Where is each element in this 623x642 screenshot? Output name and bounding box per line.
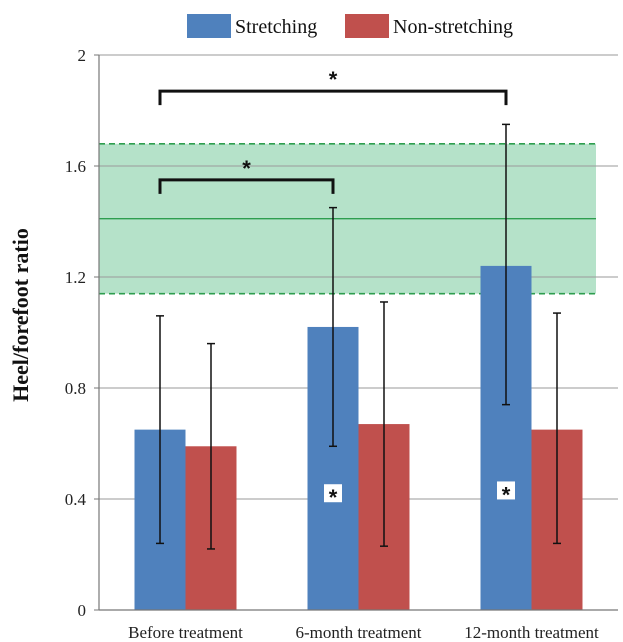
- legend-label-2: Non-stretching: [393, 16, 513, 38]
- y-tick-label: 1.2: [65, 268, 86, 287]
- legend-swatch-2: [345, 14, 389, 38]
- x-tick-label: Before treatment: [128, 623, 243, 642]
- error-bars: [156, 123, 561, 550]
- bar-star: *: [329, 485, 338, 510]
- bar-star-background: [497, 481, 515, 500]
- significance-star: *: [242, 156, 251, 181]
- significance-bracket: [158, 178, 335, 194]
- legend-label-1: Stretching: [235, 16, 317, 38]
- normal-range-band: [99, 143, 596, 295]
- bar-star: *: [502, 482, 511, 507]
- y-axis-label: Heel/forefoot ratio: [8, 228, 33, 402]
- bar-star-background: [324, 484, 342, 503]
- y-tick-label: 2: [78, 46, 87, 65]
- bars: [134, 265, 583, 610]
- y-tick-label: 1.6: [65, 157, 86, 176]
- significance-bracket: [158, 89, 508, 106]
- significance-star: *: [329, 67, 338, 92]
- x-tick-label: 6-month treatment: [295, 623, 421, 642]
- y-tick-label: 0.4: [65, 490, 87, 509]
- legend-swatch-1: [187, 14, 231, 38]
- axes: 0 0.4 0.8 1.2 1.6 2 Before treatment 6-month tr…: [65, 46, 618, 642]
- significance-brackets: * * * *: [158, 67, 515, 510]
- y-tick-label: 0.8: [65, 379, 86, 398]
- legend: Stretching Non-stretching: [187, 14, 513, 38]
- y-tick-label: 0: [78, 601, 87, 620]
- x-tick-label: 12-month treatment: [464, 623, 599, 642]
